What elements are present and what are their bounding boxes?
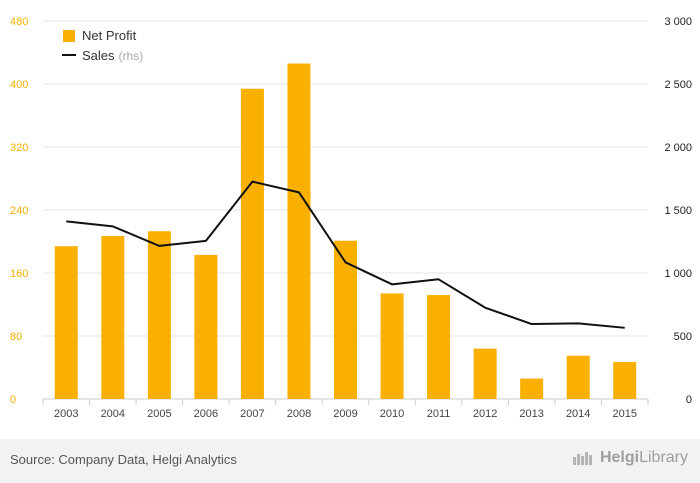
grid: [43, 20, 648, 400]
x-tick-label: 2012: [473, 408, 497, 420]
right-axis: 0 500 1 000 1 500 2 000 2 500 3 000: [664, 16, 692, 406]
right-tick-label: 3 000: [664, 16, 692, 28]
x-tick-label: 2004: [101, 408, 125, 420]
x-tick-label: 2006: [194, 408, 218, 420]
x-tick-label: 2014: [566, 408, 590, 420]
left-tick-label: 400: [10, 79, 28, 91]
x-tick-label: 2011: [427, 408, 451, 420]
bar-net-profit-2003: [54, 246, 78, 399]
footer: Source: Company Data, Helgi Analytics He…: [0, 439, 700, 483]
sales-line-layer: [66, 180, 625, 329]
right-tick-label: 2 000: [664, 142, 692, 154]
right-tick-label: 500: [674, 331, 692, 343]
left-tick-label: 160: [10, 268, 28, 280]
x-tick-label: 2009: [333, 408, 357, 420]
x-tick-label: 2008: [287, 408, 311, 420]
bar-net-profit-2012: [473, 348, 497, 399]
legend: Net Profit Sales (rhs): [62, 28, 143, 63]
legend-net-profit-swatch: [63, 30, 75, 42]
bar-net-profit-2009: [334, 240, 357, 399]
left-tick-label: 480: [10, 16, 28, 28]
left-tick-label: 0: [10, 394, 16, 406]
net-profit-bars: [54, 63, 637, 400]
bar-net-profit-2007: [240, 88, 264, 399]
legend-sales-suffix: (rhs): [119, 49, 144, 63]
x-tick-label: 2010: [380, 408, 404, 420]
x-tick-label: 2013: [519, 408, 543, 420]
helgi-library-icon: [572, 452, 592, 465]
right-tick-label: 0: [686, 394, 692, 406]
bar-net-profit-2008: [287, 63, 311, 400]
bar-net-profit-2006: [194, 254, 218, 399]
brand-bold: Helgi: [599, 449, 640, 466]
right-tick-label: 1 500: [664, 205, 692, 217]
left-tick-label: 240: [10, 205, 28, 217]
x-axis: 2003 2004 2005 2006 2007 2008 2009 2010 2011 2012…: [42, 399, 649, 420]
right-tick-label: 2 500: [664, 79, 692, 91]
bar-net-profit-2015: [613, 361, 637, 399]
bar-net-profit-2013: [520, 378, 544, 399]
brand-logo: Helgi Library: [572, 449, 688, 467]
left-tick-label: 80: [10, 331, 22, 343]
source-note: Source: Company Data, Helgi Analytics: [10, 452, 237, 467]
brand-light: Library: [639, 449, 688, 466]
bar-net-profit-2014: [566, 355, 590, 399]
x-tick-label: 2015: [612, 408, 636, 420]
legend-sales-label: Sales (rhs): [82, 48, 143, 63]
bar-net-profit-2010: [380, 293, 404, 399]
bar-net-profit-2004: [101, 235, 125, 399]
left-tick-label: 320: [10, 142, 28, 154]
legend-net-profit-label: Net Profit: [82, 28, 137, 43]
left-axis: 0 80 160 240 320 400 480: [10, 16, 28, 406]
bar-net-profit-2005: [147, 231, 171, 399]
right-tick-label: 1 000: [664, 268, 692, 280]
x-tick-label: 2005: [147, 408, 171, 420]
x-tick-label: 2007: [240, 408, 264, 420]
legend-sales-name: Sales: [82, 48, 115, 63]
bar-net-profit-2011: [427, 295, 451, 399]
x-tick-label: 2003: [54, 408, 78, 420]
